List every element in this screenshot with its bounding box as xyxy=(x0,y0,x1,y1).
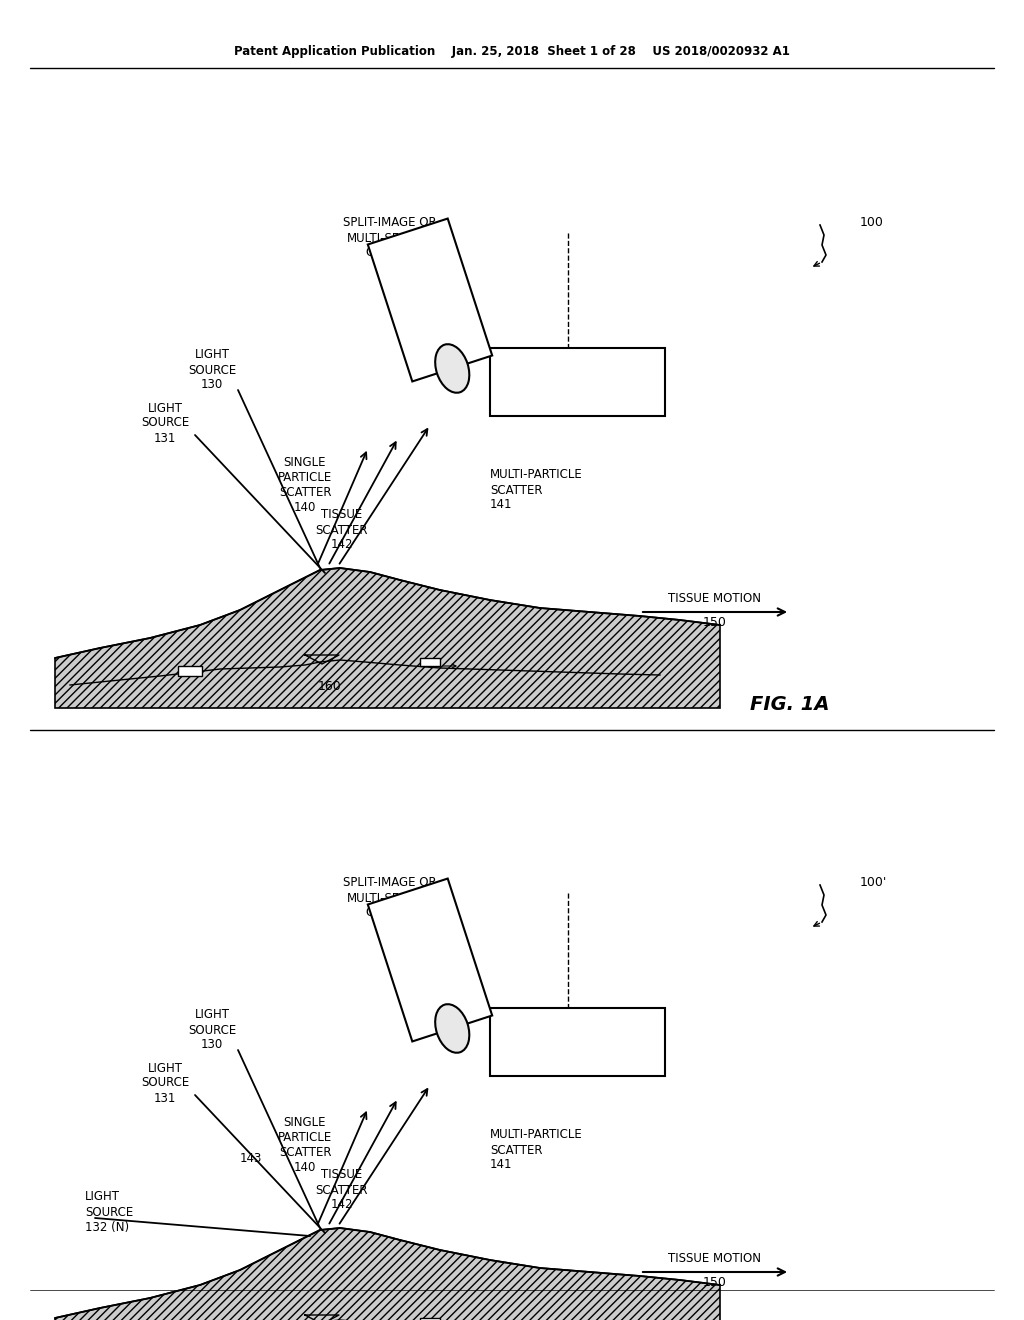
Text: LIGHT
SOURCE
130: LIGHT SOURCE 130 xyxy=(187,1008,237,1052)
Text: 150: 150 xyxy=(703,1275,727,1288)
Bar xyxy=(420,657,440,667)
Bar xyxy=(490,1008,665,1076)
Ellipse shape xyxy=(435,1005,469,1053)
Ellipse shape xyxy=(435,345,469,393)
Text: FIG. 1A: FIG. 1A xyxy=(751,696,829,714)
Bar xyxy=(490,348,665,416)
Text: COMPUTER
120: COMPUTER 120 xyxy=(538,1027,616,1057)
Text: LIGHT
SOURCE
131: LIGHT SOURCE 131 xyxy=(141,401,189,445)
Text: 110: 110 xyxy=(412,304,438,317)
Text: Patent Application Publication    Jan. 25, 2018  Sheet 1 of 28    US 2018/002093: Patent Application Publication Jan. 25, … xyxy=(234,45,790,58)
Text: SPLIT-IMAGE OR
MULTI-SENSOR
CAMERA: SPLIT-IMAGE OR MULTI-SENSOR CAMERA xyxy=(343,876,437,920)
Text: 143: 143 xyxy=(240,1151,262,1164)
Text: SINGLE
PARTICLE
SCATTER
140: SINGLE PARTICLE SCATTER 140 xyxy=(278,455,332,513)
Polygon shape xyxy=(368,219,493,381)
Text: MULTI-PARTICLE
SCATTER
141: MULTI-PARTICLE SCATTER 141 xyxy=(490,1129,583,1172)
Text: COMPUTER
120: COMPUTER 120 xyxy=(538,367,616,397)
Text: 160: 160 xyxy=(318,680,342,693)
Text: LIGHT
SOURCE
132 (N): LIGHT SOURCE 132 (N) xyxy=(85,1191,133,1233)
Text: 100': 100' xyxy=(860,875,888,888)
Text: 110: 110 xyxy=(412,964,438,977)
Bar xyxy=(178,667,202,676)
Text: TISSUE MOTION: TISSUE MOTION xyxy=(669,593,762,606)
Polygon shape xyxy=(55,1228,720,1320)
Text: SPLIT-IMAGE OR
MULTI-SENSOR
CAMERA: SPLIT-IMAGE OR MULTI-SENSOR CAMERA xyxy=(343,216,437,260)
Text: MULTI-PARTICLE
SCATTER
141: MULTI-PARTICLE SCATTER 141 xyxy=(490,469,583,511)
Bar xyxy=(420,1317,440,1320)
Text: TISSUE
SCATTER
142: TISSUE SCATTER 142 xyxy=(315,508,369,552)
Text: 100: 100 xyxy=(860,215,884,228)
Text: 150: 150 xyxy=(703,615,727,628)
Text: TISSUE
SCATTER
142: TISSUE SCATTER 142 xyxy=(315,1168,369,1212)
Text: LIGHT
SOURCE
130: LIGHT SOURCE 130 xyxy=(187,348,237,392)
Text: LIGHT
SOURCE
131: LIGHT SOURCE 131 xyxy=(141,1061,189,1105)
Polygon shape xyxy=(55,568,720,708)
Text: TISSUE MOTION: TISSUE MOTION xyxy=(669,1253,762,1266)
Text: SINGLE
PARTICLE
SCATTER
140: SINGLE PARTICLE SCATTER 140 xyxy=(278,1115,332,1173)
Polygon shape xyxy=(368,879,493,1041)
